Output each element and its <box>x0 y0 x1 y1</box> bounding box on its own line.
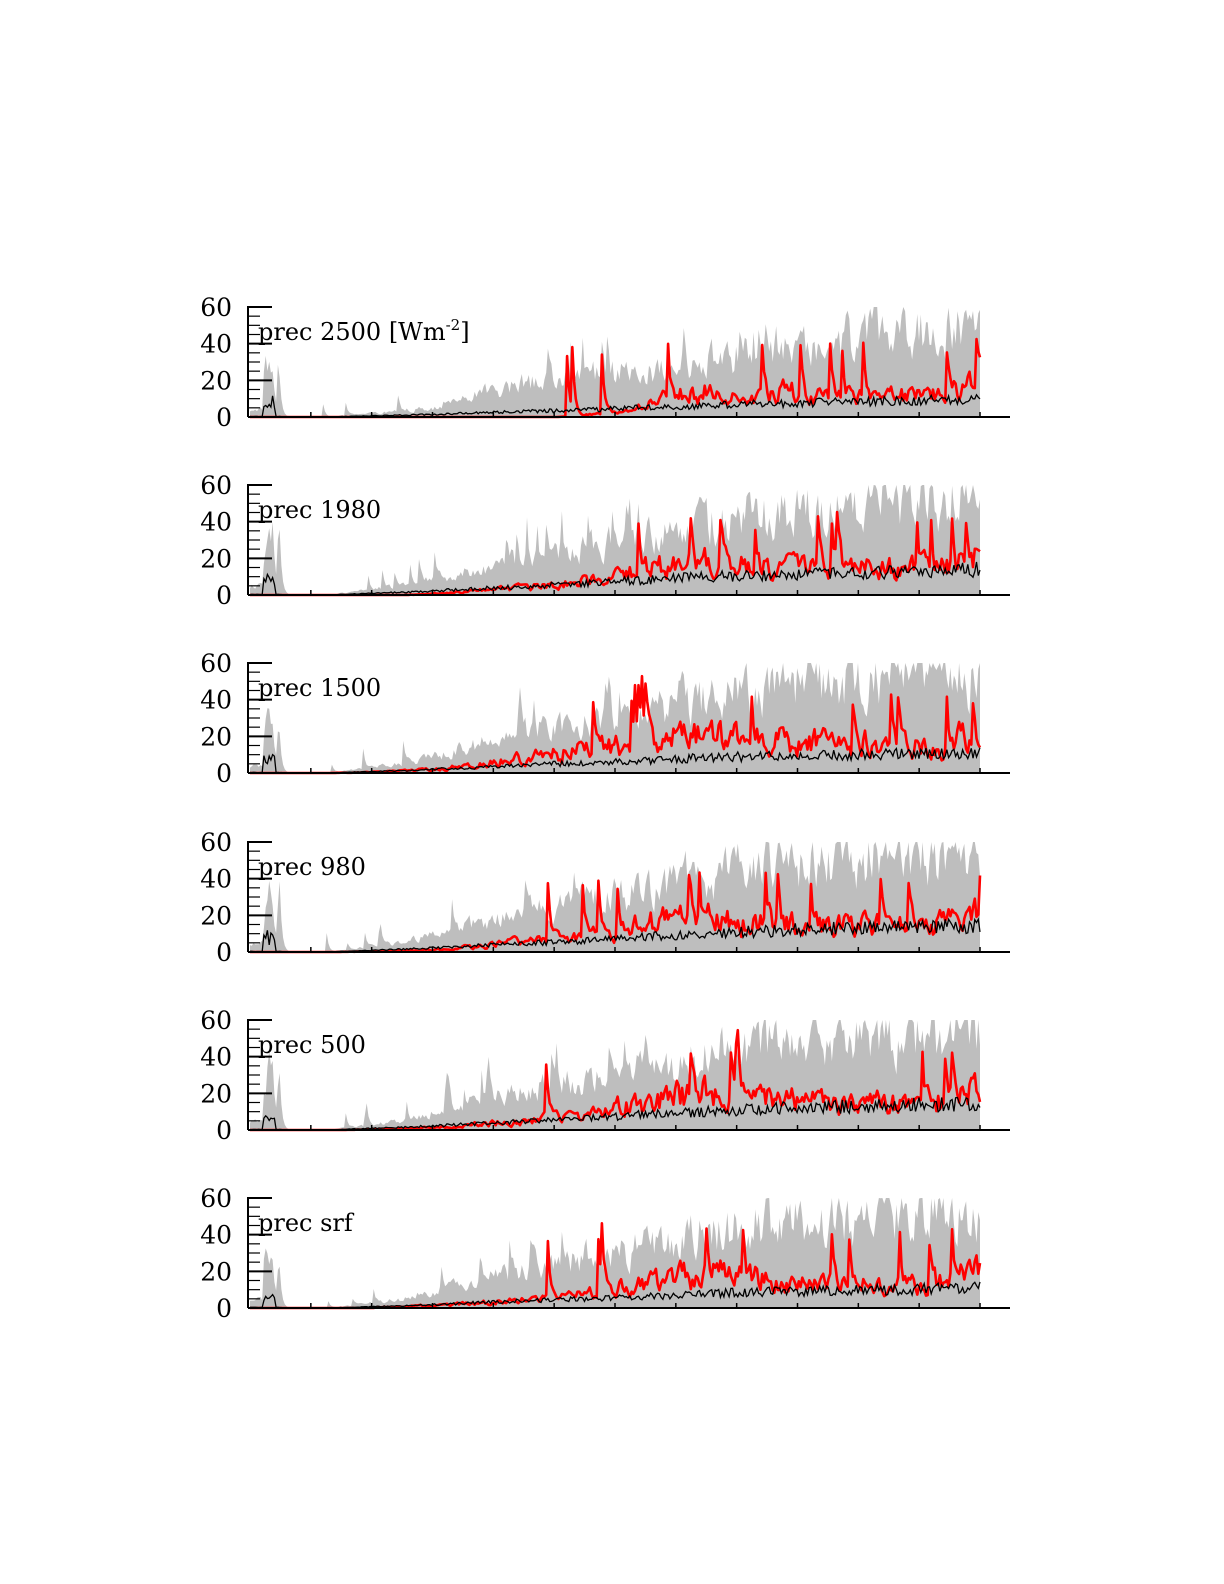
y-tick-label: 40 <box>200 330 232 359</box>
panel-label-text: prec 2500 <box>258 318 381 346</box>
envelope-area <box>250 842 980 952</box>
y-tick-label: 20 <box>200 722 232 751</box>
y-tick-label: 40 <box>200 686 232 715</box>
panel-1: 0 20 40 60 prec 2500 [Wm-2] <box>200 293 1010 432</box>
y-tick-label: 20 <box>200 1079 232 1108</box>
panel-label-text: prec 1980 <box>258 496 381 524</box>
panel-5: 0 20 40 60 prec 500 <box>200 1006 1010 1145</box>
envelope-area <box>250 485 980 595</box>
y-tick-label: 20 <box>200 901 232 930</box>
y-tick-label: 20 <box>200 366 232 395</box>
y-tick-label: 40 <box>200 1221 232 1250</box>
y-tick-label: 40 <box>200 508 232 537</box>
y-tick-label: 20 <box>200 544 232 573</box>
y-tick-label: 60 <box>200 1006 232 1035</box>
y-tick-label: 60 <box>200 471 232 500</box>
unit-close: ] <box>460 318 469 346</box>
panel-label-text: prec 1500 <box>258 674 381 702</box>
y-tick-label: 0 <box>216 759 232 788</box>
y-tick-label: 0 <box>216 938 232 967</box>
panel-label: prec 500 <box>258 1031 366 1059</box>
y-tick-label: 0 <box>216 1116 232 1145</box>
panel-label: prec 1980 <box>258 496 381 524</box>
panel-label-text: prec srf <box>258 1209 355 1237</box>
unit-superscript: -2 <box>446 316 461 334</box>
panel-label-text: prec 500 <box>258 1031 366 1059</box>
y-tick-label: 60 <box>200 293 232 322</box>
y-tick-label: 40 <box>200 865 232 894</box>
panel-label: prec 1500 <box>258 674 381 702</box>
panel-label: prec 2500 [Wm-2] <box>258 316 470 346</box>
panel-4: 0 20 40 60 prec 980 <box>200 828 1010 967</box>
panel-label-text: prec 980 <box>258 853 366 881</box>
panel-label: prec 980 <box>258 853 366 881</box>
panel-6: 0 20 40 60 prec srf <box>200 1184 1010 1323</box>
unit-label: [Wm <box>381 318 446 346</box>
y-tick-label: 60 <box>200 649 232 678</box>
panel-label: prec srf <box>258 1209 355 1237</box>
y-tick-label: 0 <box>216 1294 232 1323</box>
y-tick-label: 60 <box>200 1184 232 1213</box>
y-tick-label: 60 <box>200 828 232 857</box>
panel-2: 0 20 40 60 prec 1980 <box>200 471 1010 610</box>
y-tick-label: 0 <box>216 403 232 432</box>
y-tick-label: 0 <box>216 581 232 610</box>
envelope-area <box>250 307 980 417</box>
panel-3: 0 20 40 60 prec 1500 <box>200 649 1010 788</box>
y-tick-label: 20 <box>200 1257 232 1286</box>
y-tick-label: 40 <box>200 1043 232 1072</box>
envelope-area <box>250 1198 980 1308</box>
